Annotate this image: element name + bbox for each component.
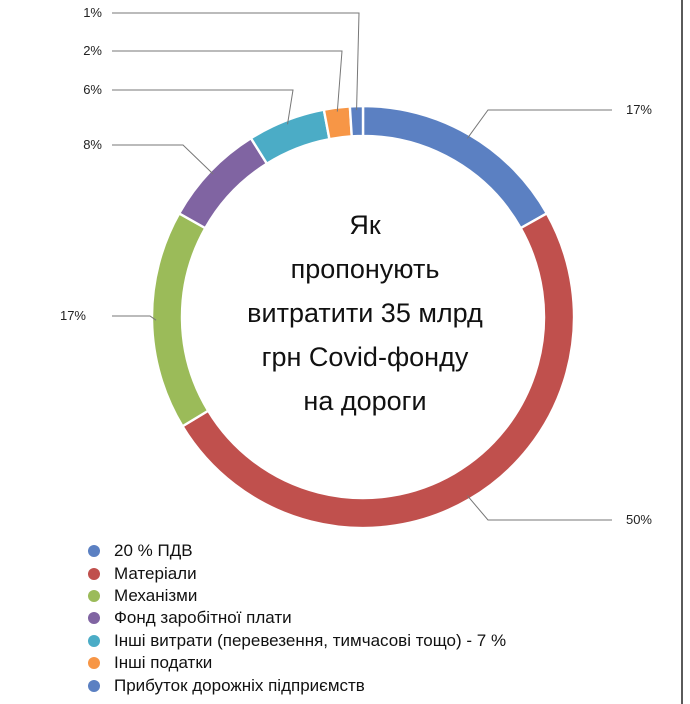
legend-item: Інші податки — [88, 652, 678, 674]
data-label: 17% — [60, 308, 86, 323]
leader-line — [112, 315, 157, 321]
leader-line — [112, 50, 343, 112]
legend-marker — [88, 545, 100, 558]
legend-marker — [88, 612, 100, 625]
chart-title: Як пропонують витратити 35 млрд грн Covi… — [215, 203, 515, 423]
data-label: 2% — [83, 43, 102, 58]
legend-item: Матеріали — [88, 562, 678, 584]
legend-label: Прибуток дорожніх підприємств — [114, 675, 365, 695]
leader-line — [467, 109, 612, 139]
legend-marker — [88, 567, 100, 580]
leader-line — [112, 89, 294, 125]
legend-marker — [88, 589, 100, 602]
chart-title-line: грн Covid-фонду — [261, 342, 469, 372]
legend-item: Інші витрати (перевезення, тимчасові тощ… — [88, 630, 678, 652]
frame-border — [681, 0, 683, 704]
leader-line — [112, 144, 214, 175]
data-label: 8% — [83, 137, 102, 152]
legend-label: Інші витрати (перевезення, тимчасові тощ… — [114, 630, 507, 650]
legend-label: Механізми — [114, 585, 198, 605]
data-label: 1% — [83, 5, 102, 20]
leader-line — [467, 495, 612, 521]
data-label: 6% — [83, 82, 102, 97]
chart-title-line: витратити 35 млрд — [247, 298, 483, 328]
legend-marker — [88, 679, 100, 692]
donut-slice — [348, 104, 365, 138]
legend-item: Прибуток дорожніх підприємств — [88, 674, 678, 696]
legend-item: Механізми — [88, 585, 678, 607]
legend-label: Матеріали — [114, 563, 197, 583]
chart-legend: 20 % ПДВ Матеріали Механізми Фонд заробітно… — [88, 540, 678, 697]
legend-label: 20 % ПДВ — [114, 541, 193, 561]
leader-line — [112, 12, 360, 111]
chart-title-line: пропонують — [290, 254, 440, 284]
chart-title-line: на дороги — [303, 386, 427, 416]
legend-marker — [88, 657, 100, 670]
legend-label: Інші податки — [114, 653, 213, 673]
donut-slice — [249, 108, 331, 166]
data-label: 50% — [626, 512, 652, 527]
legend-item: 20 % ПДВ — [88, 540, 678, 562]
donut-slice — [150, 211, 210, 428]
data-label: 17% — [626, 102, 652, 117]
legend-marker — [88, 634, 100, 647]
legend-label: Фонд заробітної плати — [114, 608, 292, 628]
chart-title-line: Як — [349, 210, 381, 240]
legend-item: Фонд заробітної плати — [88, 607, 678, 629]
